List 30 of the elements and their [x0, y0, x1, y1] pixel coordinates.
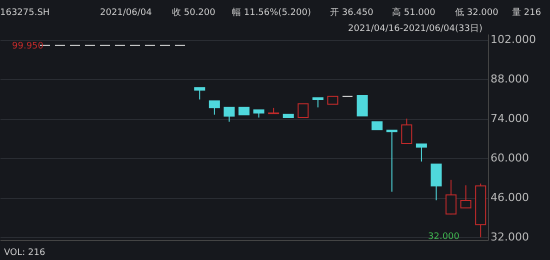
- text: 低 32.000: [455, 7, 499, 18]
- annotation: 32.000: [428, 232, 460, 242]
- text: 开 36.450: [330, 8, 374, 18]
- text: 收 50.200: [172, 7, 216, 18]
- candlestick: [430, 164, 442, 201]
- y-tick-label: 46.000: [490, 191, 529, 204]
- y-tick-label: 88.000: [490, 72, 529, 86]
- text: VOL: 216: [4, 248, 46, 258]
- candlestick: [312, 97, 324, 108]
- candlestick: [416, 144, 427, 162]
- candlestick: [460, 184, 472, 208]
- text: 高 51.000: [392, 7, 436, 18]
- candlestick: [401, 118, 412, 144]
- text: 幅 11.56%(5.200): [232, 7, 311, 18]
- text: 量 216: [512, 7, 542, 18]
- ref-line-label: 99.950: [12, 41, 44, 52]
- candlestick: [224, 106, 235, 122]
- y-tick-label: 102.000: [490, 33, 536, 46]
- y-tick-label: 32.000: [490, 230, 529, 244]
- candlestick: [194, 87, 206, 100]
- candlestick: [446, 179, 457, 216]
- candlestick: [356, 95, 368, 116]
- candlestick: [208, 100, 220, 116]
- candlestick: [386, 130, 398, 192]
- candlestick: [298, 103, 309, 118]
- y-tick-label: 74.000: [490, 112, 529, 126]
- y-tick-label: 60.000: [490, 152, 529, 165]
- chart-title: 163275.SH: [0, 8, 50, 18]
- text: 2021/04/16-2021/06/04(33日): [348, 24, 482, 34]
- text: 2021/06/04: [100, 8, 152, 18]
